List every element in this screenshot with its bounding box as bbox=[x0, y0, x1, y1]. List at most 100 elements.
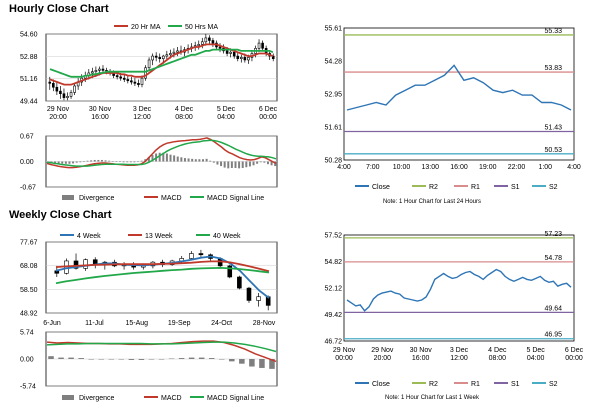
weekly-close-xtick2-4: 08:00 bbox=[489, 355, 507, 362]
weekly-macd-divergence-bar-20 bbox=[249, 359, 255, 367]
weekly-candle-body-2 bbox=[73, 260, 79, 269]
weekly-candle-body-19 bbox=[237, 276, 242, 289]
weekly-close-ytick-4: 46.72 bbox=[324, 339, 342, 346]
hourly-price-xtick2-3: 08:00 bbox=[175, 114, 193, 121]
hourly-macd-divergence-bar-36 bbox=[176, 156, 179, 162]
weekly-macd-divergence-bar-11 bbox=[158, 359, 165, 360]
hourly-candle-body-53 bbox=[236, 55, 240, 59]
hourly-close-legend-r2-label: R2 bbox=[429, 184, 438, 191]
hourly-candle-body-46 bbox=[211, 40, 215, 44]
hourly-candle-body-24 bbox=[133, 81, 137, 84]
weekly-close-xtick2-0: 00:00 bbox=[335, 355, 353, 362]
weekly-ma40-line bbox=[55, 266, 270, 285]
weekly-close-xtick-1: 29 Nov bbox=[371, 347, 394, 354]
hourly-candle-body-30 bbox=[154, 55, 158, 58]
hourly-macd-divergence-bar-62 bbox=[270, 161, 273, 166]
hourly-legend-50hr-label: 50 Hrs MA bbox=[185, 24, 218, 31]
weekly-macd-divergence-bar-9 bbox=[138, 359, 145, 360]
hourly-candle-body-5 bbox=[66, 96, 69, 98]
hourly-candle-body-48 bbox=[218, 46, 222, 49]
hourly-macd-divergence-bar-2 bbox=[54, 161, 57, 164]
weekly-close-level-label-r1: 54.78 bbox=[544, 255, 562, 262]
hourly-close-ytick-4: 50.28 bbox=[324, 158, 342, 165]
hourly-macd-divergence-bar-11 bbox=[86, 160, 89, 162]
hourly-macd-divergence-bar-12 bbox=[90, 160, 93, 162]
hourly-close-xtick-8: 4:00 bbox=[567, 164, 581, 171]
hourly-macd-divergence-bar-19 bbox=[115, 161, 118, 162]
weekly-macd-divergence-bar-4 bbox=[88, 359, 94, 360]
hourly-price-xtick2-5: 00:00 bbox=[259, 114, 277, 121]
hourly-close-xtick-5: 19:00 bbox=[479, 164, 497, 171]
hourly-macd-divergence-bar-48 bbox=[220, 161, 223, 167]
weekly-macd-ytick-0: 5.74 bbox=[20, 330, 34, 337]
weekly-macd-divergence-bar-21 bbox=[259, 359, 265, 368]
hourly-candle-body-32 bbox=[161, 55, 165, 59]
hourly-macd-divergence-bar-40 bbox=[191, 158, 194, 162]
hourly-price-xtick-3: 4 Dec bbox=[175, 106, 194, 113]
weekly-price-xtick-1: 11-Jul bbox=[85, 320, 104, 327]
weekly-price-xtick-4: 24-Oct bbox=[211, 320, 232, 327]
weekly-close-level-label-r2: 57.23 bbox=[544, 231, 562, 238]
hourly-macd-divergence-bar-46 bbox=[212, 161, 215, 163]
weekly-macd-divergence-bar-2 bbox=[68, 357, 74, 359]
weekly-price-xtick-3: 19-Sep bbox=[168, 320, 191, 327]
hourly-macd-divergence-bar-24 bbox=[133, 161, 136, 163]
hourly-candle-body-28 bbox=[147, 59, 151, 69]
weekly-legend-macd-label: MACD bbox=[161, 395, 182, 402]
weekly-macd-divergence-bar-3 bbox=[78, 358, 84, 359]
hourly-candle-body-52 bbox=[232, 51, 236, 57]
hourly-candle-body-25 bbox=[137, 83, 140, 85]
weekly-close-legend-s2-label: S2 bbox=[549, 381, 558, 388]
hourly-candle-body-6 bbox=[69, 92, 73, 97]
hourly-ma50-line bbox=[49, 48, 274, 78]
hourly-macd-divergence-bar-34 bbox=[169, 154, 172, 162]
hourly-macd-divergence-bar-49 bbox=[223, 161, 226, 168]
weekly-price-xtick-0: 6-Jun bbox=[43, 320, 61, 327]
weekly-close-level-label-s1: 49.64 bbox=[544, 305, 562, 312]
weekly-candle-body-21 bbox=[256, 296, 261, 301]
hourly-macd-divergence-bar-23 bbox=[129, 161, 132, 163]
hourly-price-ytick-1: 52.88 bbox=[20, 54, 38, 61]
weekly-close-frame bbox=[343, 234, 575, 342]
weekly-close-note: Note: 1 Hour Chart for Last 1 Week bbox=[385, 395, 480, 401]
hourly-macd-divergence-bar-5 bbox=[64, 161, 67, 164]
hourly-legend-20hr-label: 20 Hr MA bbox=[131, 24, 161, 31]
weekly-legend-13week-label: 13 Week bbox=[145, 233, 173, 240]
hourly-candle-body-45 bbox=[208, 37, 211, 41]
hourly-candle-body-36 bbox=[176, 50, 179, 53]
hourly-legend-divergence-swatch bbox=[62, 195, 74, 200]
weekly-close-xtick2-6: 00:00 bbox=[565, 355, 583, 362]
hourly-macd-divergence-bar-6 bbox=[68, 161, 71, 164]
weekly-macd-divergence-bar-15 bbox=[198, 357, 205, 359]
hourly-macd-divergence-bar-15 bbox=[100, 159, 103, 162]
weekly-price-frame bbox=[45, 241, 278, 314]
weekly-legend-40week-label: 40 Week bbox=[213, 233, 241, 240]
hourly-macd-divergence-bar-22 bbox=[126, 161, 129, 163]
weekly-legend-signal-label: MACD Signal Line bbox=[207, 395, 264, 402]
weekly-macd-divergence-bar-6 bbox=[108, 359, 115, 360]
hourly-close-legend-s1-label: S1 bbox=[511, 184, 520, 191]
hourly-macd-divergence-bar-3 bbox=[57, 161, 60, 164]
weekly-candle-body-18 bbox=[227, 265, 233, 278]
hourly-close-ytick-2: 52.95 bbox=[324, 91, 342, 98]
weekly-close-xtick-2: 30 Nov bbox=[410, 347, 433, 354]
weekly-close-legend-close-label: Close bbox=[372, 381, 390, 388]
hourly-macd-divergence-bar-33 bbox=[165, 153, 168, 162]
hourly-macd-divergence-bar-14 bbox=[97, 159, 100, 162]
hourly-macd-divergence-bar-32 bbox=[162, 152, 165, 162]
hourly-candle-body-3 bbox=[59, 90, 62, 95]
hourly-macd-ytick-0: 0.67 bbox=[20, 134, 34, 141]
weekly-close-xtick-0: 29 Nov bbox=[333, 347, 356, 354]
hourly-candle-body-29 bbox=[151, 55, 154, 61]
hourly-macd-divergence-bar-21 bbox=[122, 161, 125, 163]
hourly-macd-ytick-2: -0.67 bbox=[20, 185, 36, 192]
hourly-price-xtick-1: 30 Nov bbox=[89, 106, 112, 113]
hourly-macd-divergence-bar-50 bbox=[227, 161, 230, 169]
weekly-price-xtick-5: 28-Nov bbox=[253, 320, 276, 327]
hourly-candle-body-60 bbox=[261, 42, 264, 49]
hourly-macd-divergence-bar-43 bbox=[202, 159, 205, 162]
hourly-candle-body-2 bbox=[55, 86, 59, 92]
hourly-macd-divergence-bar-28 bbox=[147, 156, 150, 162]
hourly-price-xtick2-0: 20:00 bbox=[49, 114, 67, 121]
hourly-price-frame bbox=[45, 33, 278, 102]
